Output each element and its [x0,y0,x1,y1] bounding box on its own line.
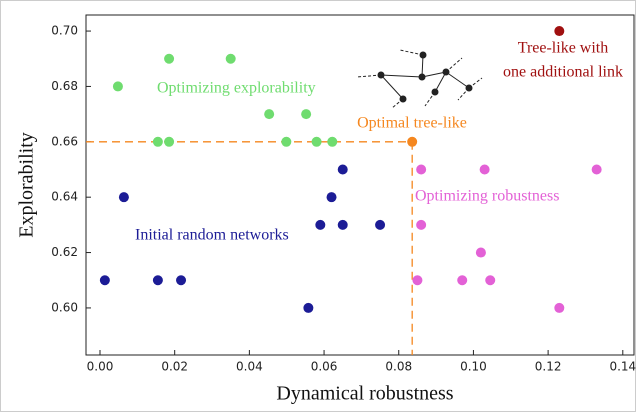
y-tick-label: 0.68 [51,79,78,93]
y-tick-label: 0.62 [51,245,78,259]
y-tick-label: 0.64 [51,190,78,204]
x-tick-label: 0.08 [385,360,412,374]
point [416,219,427,230]
point [281,136,292,147]
point [554,302,565,313]
x-tick-label: 0.02 [161,360,188,374]
point [311,136,322,147]
x-tick-label: 0.04 [236,360,263,374]
x-axis-title: Dynamical robustness [276,383,453,405]
x-tick-label: 0.14 [609,360,636,374]
point [112,81,123,92]
y-tick-label: 0.66 [51,134,78,148]
point [416,164,427,175]
network-icon [356,49,483,109]
point [99,275,110,286]
point [337,219,348,230]
point [164,136,175,147]
point [152,136,163,147]
x-tick-label: 0.06 [311,360,338,374]
series-label: Tree-like with [518,40,609,57]
series-label: one additional link [503,64,623,81]
series-label: Optimizing robustness [415,188,559,205]
y-tick-label: 0.60 [51,300,78,314]
x-tick-label: 0.12 [535,360,562,374]
point [591,164,602,175]
x-tick-label: 0.00 [87,360,114,374]
point [303,302,314,313]
point [485,275,496,286]
series-label: Optimal tree-like [357,115,467,132]
point [337,164,348,175]
point [327,136,338,147]
point [479,164,490,175]
y-tick-label: 0.70 [51,24,78,38]
point [118,192,129,203]
series-label: Initial random networks [135,227,289,244]
point [164,53,175,64]
y-axis-title: Explorability [16,132,38,238]
point [554,26,565,37]
point [315,219,326,230]
point [412,275,423,286]
point [475,247,486,258]
point [375,219,386,230]
series-label: Optimizing explorability [157,80,316,97]
point [264,109,275,120]
point [326,192,337,203]
point [152,275,163,286]
point [457,275,468,286]
plot-frame [85,14,635,356]
point [225,53,236,64]
x-tick-label: 0.10 [460,360,487,374]
point [301,109,312,120]
point [176,275,187,286]
point [407,136,418,147]
